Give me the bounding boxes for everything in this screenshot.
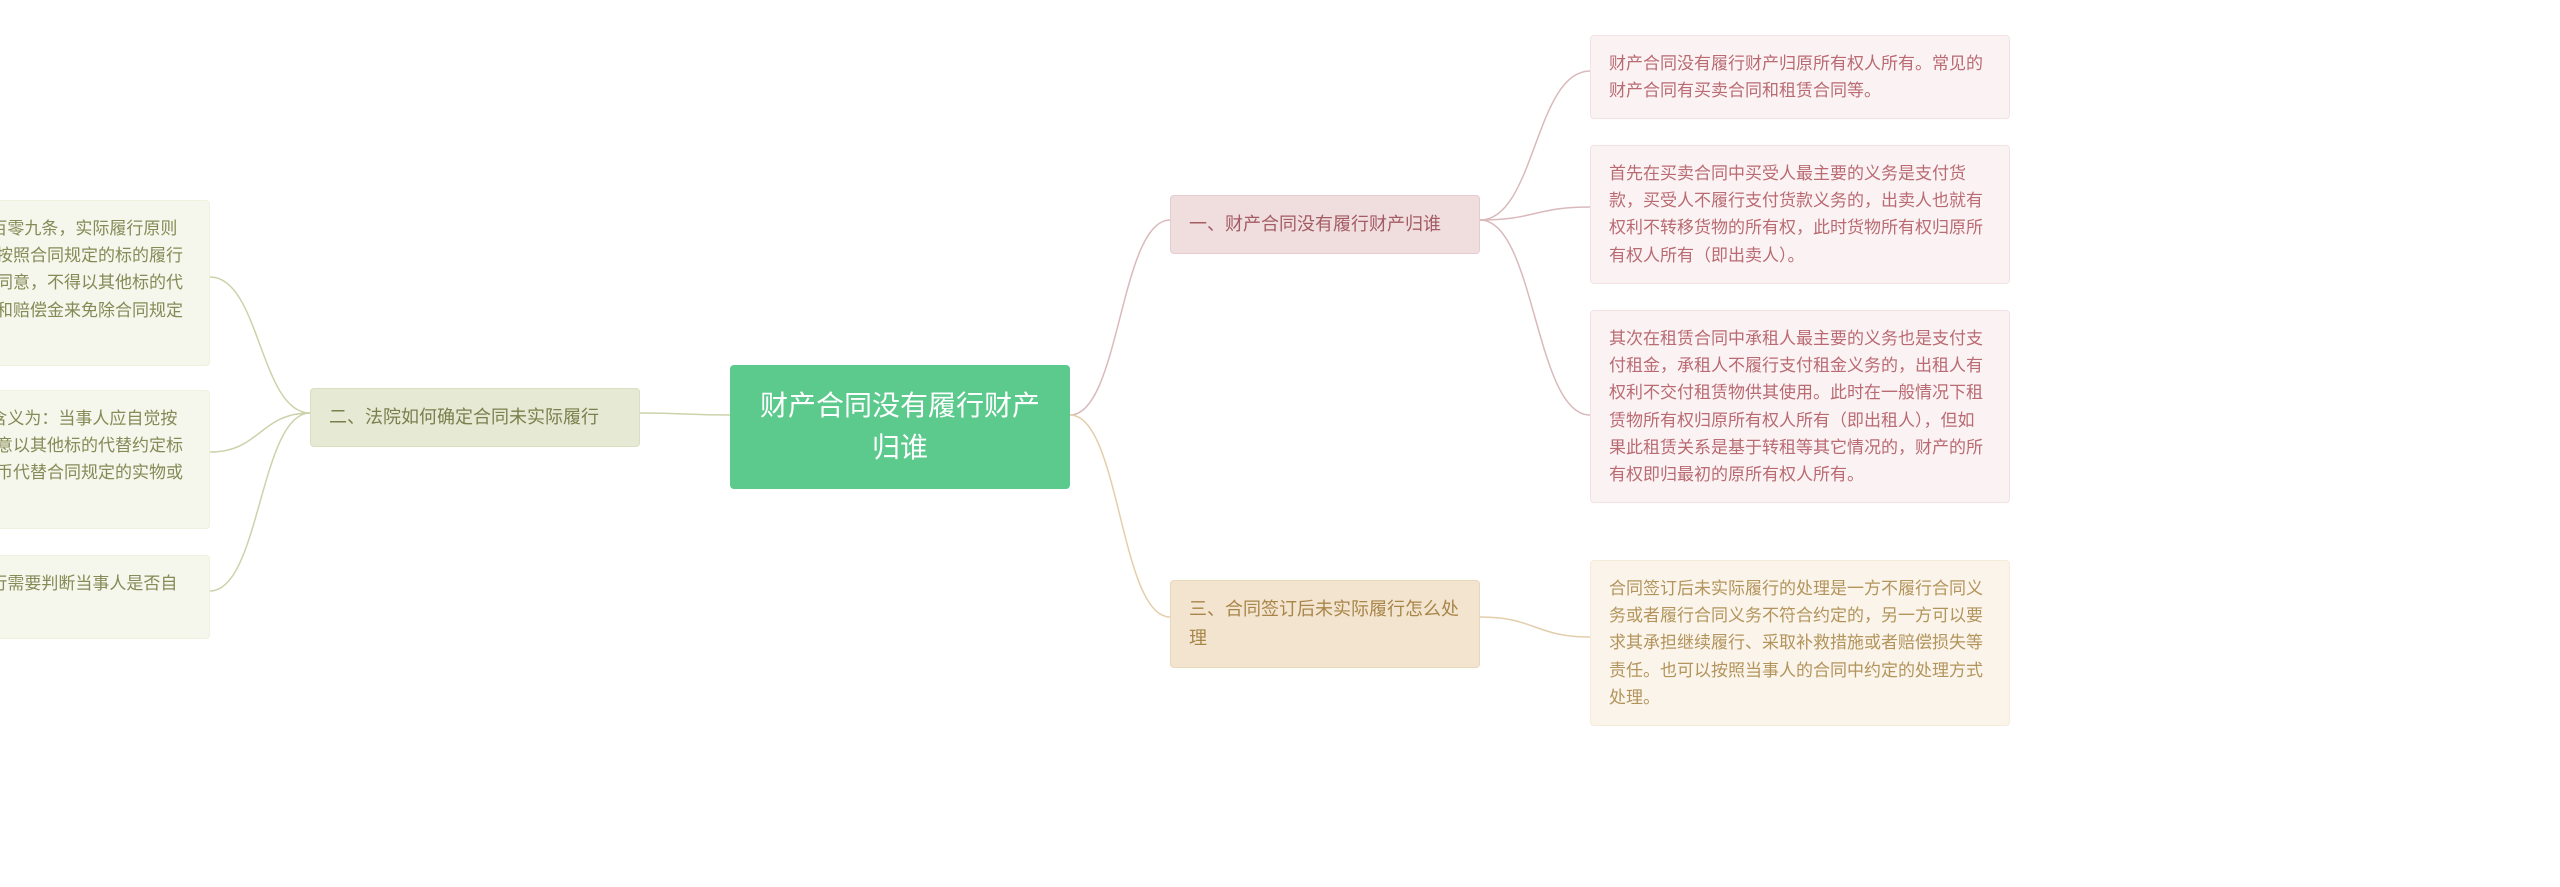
leaf-node[interactable]: (三)所以，合同未实际履行需要判断当事人是否自觉按约定的标的履行。 xyxy=(0,555,210,639)
root-node[interactable]: 财产合同没有履行财产归谁 xyxy=(730,365,1070,489)
leaf-node[interactable]: (二)因此，实际履行基本含义为：当事人应自觉按约定的标的履行，不得任意以其他标的… xyxy=(0,390,210,529)
leaf-node[interactable]: 其次在租赁合同中承租人最主要的义务也是支付支付租金，承租人不履行支付租金义务的，… xyxy=(1590,310,2010,503)
branch-node-1[interactable]: 一、财产合同没有履行财产归谁 xyxy=(1170,195,1480,254)
branch-node-3[interactable]: 三、合同签订后未实际履行怎么处理 xyxy=(1170,580,1480,668)
leaf-node[interactable]: 合同签订后未实际履行的处理是一方不履行合同义务或者履行合同义务不符合约定的，另一… xyxy=(1590,560,2010,726)
leaf-node[interactable]: 首先在买卖合同中买受人最主要的义务是支付货款，买受人不履行支付货款义务的，出卖人… xyxy=(1590,145,2010,284)
leaf-node[interactable]: (一)根据《民法典》第五百零九条，实际履行原则是指合同当事人必须严格按照合同规定… xyxy=(0,200,210,366)
branch-node-2[interactable]: 二、法院如何确定合同未实际履行 xyxy=(310,388,640,447)
leaf-node[interactable]: 财产合同没有履行财产归原所有权人所有。常见的财产合同有买卖合同和租赁合同等。 xyxy=(1590,35,2010,119)
